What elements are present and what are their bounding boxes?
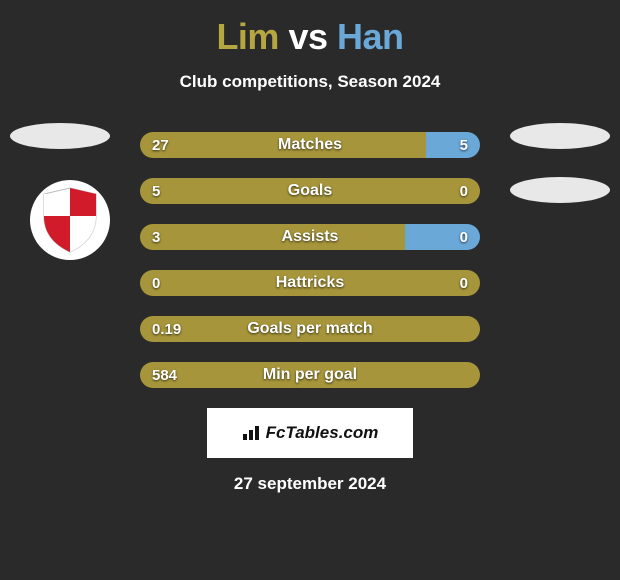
vs-text: vs [288, 16, 327, 57]
bar-value-left: 0 [152, 270, 160, 296]
bar-row-goals: 50Goals [140, 178, 480, 204]
bar-value-right: 0 [460, 224, 468, 250]
bar-value-left: 27 [152, 132, 169, 158]
page-title: Lim vs Han [0, 16, 620, 58]
chart-icon [242, 425, 262, 441]
bar-segment-right [426, 132, 480, 158]
bar-value-right: 5 [460, 132, 468, 158]
brand-text: FcTables.com [266, 423, 379, 443]
player2-name: Han [337, 16, 404, 57]
bar-row-goals-per-match: 0.19Goals per match [140, 316, 480, 342]
bar-value-right: 0 [460, 178, 468, 204]
bar-segment-left [140, 178, 480, 204]
bar-row-assists: 30Assists [140, 224, 480, 250]
bar-value-left: 5 [152, 178, 160, 204]
comparison-bars: 275Matches50Goals30Assists00Hattricks0.1… [0, 132, 620, 388]
bar-segment-left [140, 316, 480, 342]
subtitle: Club competitions, Season 2024 [0, 72, 620, 92]
brand-banner[interactable]: FcTables.com [207, 408, 413, 458]
bar-segment-left [140, 270, 480, 296]
bar-value-right: 0 [460, 270, 468, 296]
bar-segment-left [140, 362, 480, 388]
bar-segment-left [140, 132, 426, 158]
bar-row-min-per-goal: 584Min per goal [140, 362, 480, 388]
bar-segment-right [405, 224, 480, 250]
player1-name: Lim [216, 16, 279, 57]
bar-row-hattricks: 00Hattricks [140, 270, 480, 296]
bar-value-left: 0.19 [152, 316, 181, 342]
bar-value-left: 3 [152, 224, 160, 250]
bar-row-matches: 275Matches [140, 132, 480, 158]
bar-segment-left [140, 224, 405, 250]
bar-value-left: 584 [152, 362, 177, 388]
date-text: 27 september 2024 [0, 474, 620, 494]
